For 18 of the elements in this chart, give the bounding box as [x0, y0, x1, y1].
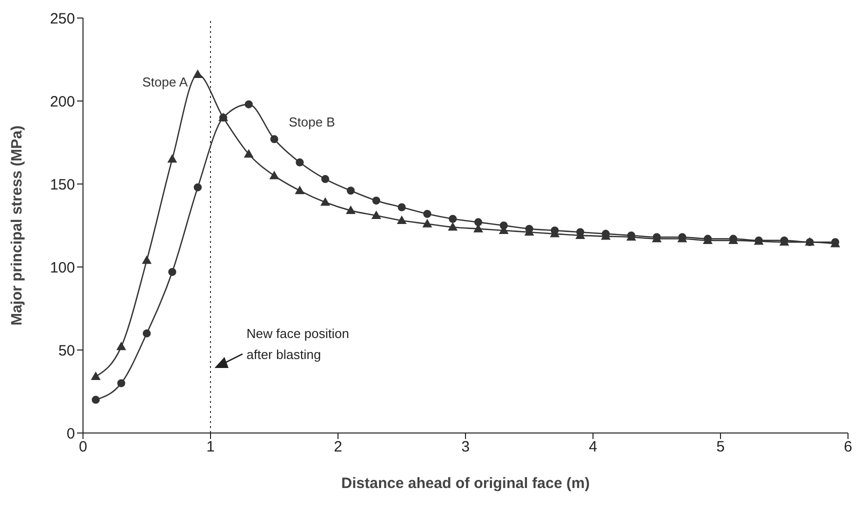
y-axis-title: Major principal stress (MPa) — [8, 125, 26, 326]
x-tick-label: 2 — [334, 438, 342, 456]
x-tick-label: 0 — [78, 438, 88, 456]
y-tick-label: 50 — [58, 342, 75, 360]
y-tick-label: 100 — [50, 259, 75, 276]
x-tick-label: 4 — [588, 438, 598, 456]
y-tick-label: 150 — [50, 176, 75, 194]
series-label: Stope A — [142, 74, 188, 90]
x-tick-label: 5 — [716, 438, 725, 456]
ref-line-label: New face position after blasting — [246, 326, 350, 362]
x-axis-title: Distance ahead of original face (m) — [341, 475, 590, 492]
y-tick-label: 0 — [66, 425, 75, 442]
x-tick-label: 3 — [461, 438, 470, 456]
y-tick-label: 250 — [50, 10, 75, 28]
y-tick-label: 200 — [50, 93, 75, 110]
x-tick-label: 1 — [206, 438, 215, 456]
series-label: Stope B — [288, 114, 336, 130]
x-tick-label: 6 — [844, 438, 852, 456]
